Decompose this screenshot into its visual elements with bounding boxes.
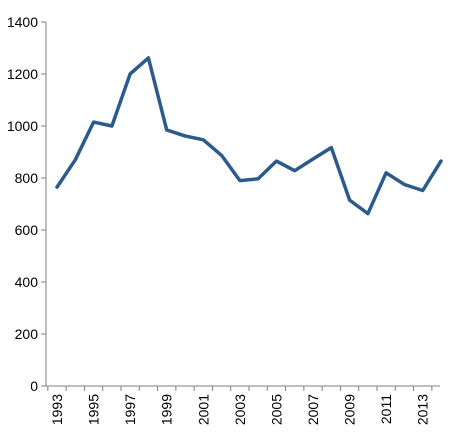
series-group	[55, 56, 443, 216]
y-axis-ticks: 0 200 400 600 800 1000 1200 1400	[7, 14, 46, 394]
y-tick-label: 1400	[7, 14, 38, 30]
x-tick-label: 1993	[49, 394, 65, 425]
x-tick-label: 2009	[342, 394, 358, 425]
x-tick-label: 1997	[122, 394, 138, 425]
y-tick-label: 1200	[7, 66, 38, 82]
x-tick-label: 2011	[378, 394, 394, 424]
x-tick-label: 2013	[415, 394, 431, 425]
x-tick-label: 1999	[159, 394, 175, 425]
x-tick-label: 2001	[195, 394, 211, 425]
x-axis-ticks: 1993 1995 1997 1999 2001 2003 2005 2007 2009 2011…	[47, 386, 433, 425]
y-tick-label: 200	[15, 326, 39, 342]
y-tick-label: 400	[15, 274, 39, 290]
series-line	[55, 56, 443, 216]
x-tick-label: 2003	[232, 394, 248, 425]
x-tick-label: 2007	[305, 394, 321, 425]
x-tick-label: 2005	[268, 394, 284, 425]
y-tick-label: 800	[15, 170, 39, 186]
x-tick-label: 1995	[86, 394, 102, 425]
y-tick-label: 600	[15, 222, 39, 238]
y-tick-label: 1000	[7, 118, 38, 134]
y-tick-label: 0	[30, 378, 38, 394]
